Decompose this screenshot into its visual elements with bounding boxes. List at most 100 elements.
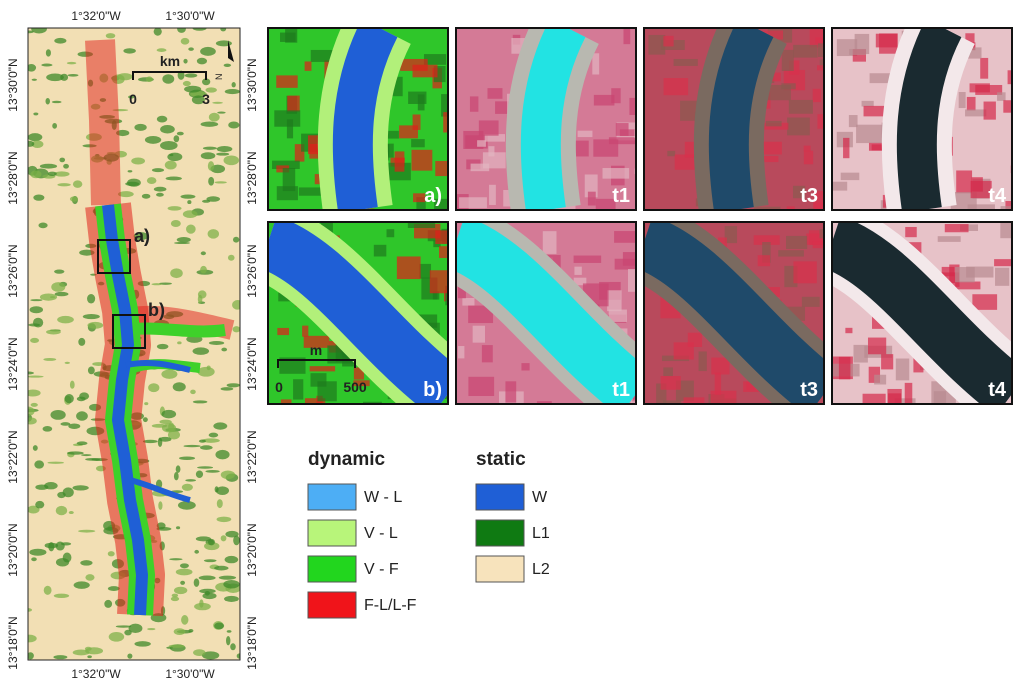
panel-field [966, 266, 994, 278]
vegetation-patch [187, 200, 192, 205]
vegetation-patch [188, 47, 194, 51]
panel-image [456, 222, 636, 404]
vegetation-patch [148, 383, 160, 393]
panel-field [432, 291, 440, 300]
vegetation-patch [35, 500, 45, 509]
panel-field [280, 399, 292, 404]
vegetation-patch [127, 653, 133, 659]
panel-field [304, 398, 326, 404]
panel-frame [455, 27, 637, 211]
legend-label: L2 [532, 561, 550, 578]
lon-label: 1°32'0"W [71, 9, 121, 23]
vegetation-patch [55, 541, 65, 551]
vegetation-patch [185, 479, 197, 482]
vegetation-patch [173, 628, 186, 635]
panel: t4 [831, 221, 1013, 405]
legend-label: V - L [364, 525, 398, 542]
vegetation-patch [188, 629, 194, 633]
vegetation-patch [50, 409, 66, 420]
panel-field [956, 170, 973, 194]
panel-field [309, 366, 336, 372]
vegetation-patch [127, 170, 133, 173]
box-label: a) [134, 226, 150, 246]
vegetation-patch [28, 64, 37, 72]
panel-field [781, 49, 794, 71]
vegetation-patch [67, 451, 84, 455]
panel-field [966, 96, 976, 111]
panel-field [441, 94, 448, 117]
legend-label: F-L/L-F [364, 597, 417, 614]
vegetation-patch [205, 87, 217, 93]
panel-field [965, 33, 975, 50]
panel-field [793, 261, 817, 284]
panel-field [488, 146, 495, 157]
lon-label: 1°30'0"W [165, 9, 215, 23]
vegetation-patch [192, 347, 210, 355]
vegetation-patch [191, 95, 205, 105]
panel-field [1005, 200, 1012, 210]
panel-field [1000, 222, 1012, 239]
panel-field [274, 110, 301, 127]
vegetation-patch [195, 470, 204, 479]
vegetation-patch [216, 152, 230, 156]
panel-field [272, 160, 300, 169]
panel: t1 [455, 27, 637, 211]
panel-field [874, 374, 887, 385]
vegetation-patch [45, 97, 50, 105]
vegetation-patch [216, 499, 223, 509]
vegetation-patch [142, 439, 158, 444]
vegetation-patch [215, 449, 230, 460]
vegetation-patch [223, 579, 240, 589]
red-zone [85, 39, 121, 206]
vegetation-patch [192, 400, 208, 404]
vegetation-patch [62, 552, 72, 563]
panel-field [595, 198, 616, 210]
vegetation-patch [46, 329, 61, 335]
vegetation-patch [181, 483, 193, 491]
vegetation-patch [167, 206, 182, 211]
vegetation-patch [228, 121, 240, 129]
vegetation-patch [82, 313, 100, 320]
panel-image [832, 222, 1012, 404]
vegetation-patch [174, 241, 191, 245]
vegetation-patch [44, 542, 59, 549]
panel-field [941, 266, 955, 277]
vegetation-patch [28, 652, 34, 660]
panel-field [792, 185, 806, 199]
vegetation-patch [87, 321, 104, 329]
panel-field [294, 144, 305, 162]
panel-field [781, 83, 796, 90]
vegetation-patch [177, 28, 186, 33]
vegetation-patch [28, 371, 35, 375]
panel-field [848, 115, 858, 128]
panel-field [416, 197, 426, 210]
panel-field [819, 59, 824, 69]
vegetation-patch [190, 91, 208, 98]
vegetation-patch [202, 146, 217, 150]
vegetation-patch [144, 402, 149, 406]
lat-label: 13°26'0"N [6, 244, 20, 297]
legend-swatch [475, 483, 525, 511]
vegetation-patch [214, 565, 229, 571]
panel: t3 [643, 27, 825, 211]
vegetation-patch [42, 425, 53, 432]
scale-unit: km [160, 53, 180, 69]
vegetation-patch [180, 37, 190, 45]
panel-field [674, 154, 697, 170]
panel-field [310, 49, 336, 62]
panel-field [967, 47, 982, 59]
vegetation-patch [117, 191, 134, 198]
lat-label: 13°18'0"N [245, 616, 259, 669]
vegetation-patch [200, 46, 216, 56]
panel-field [967, 204, 995, 210]
vegetation-patch [145, 76, 153, 83]
vegetation-patch [193, 649, 206, 656]
vegetation-patch [45, 49, 51, 57]
panel-field [435, 230, 448, 244]
vegetation-patch [218, 575, 237, 580]
panel-field [574, 266, 582, 275]
panel-scale-bar [277, 359, 356, 368]
panel-field [765, 120, 782, 127]
vegetation-patch [38, 222, 48, 229]
vegetation-patch [183, 58, 188, 64]
